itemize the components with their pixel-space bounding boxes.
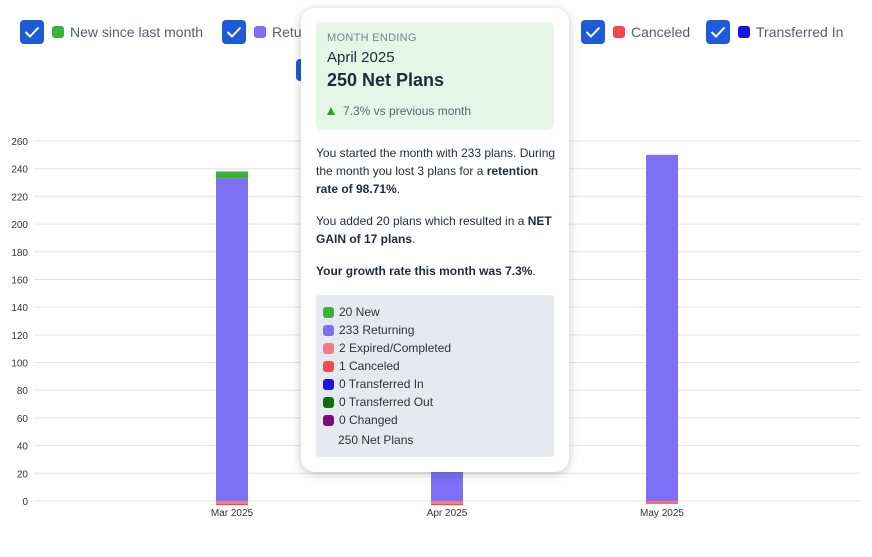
swatch xyxy=(323,360,334,372)
swatch xyxy=(323,324,334,336)
breakdown-item-returning: 233 Returning xyxy=(323,323,414,337)
gain-paragraph: You added 20 plans which resulted in a N… xyxy=(316,212,556,248)
bar-segment[interactable] xyxy=(431,503,463,506)
breakdown-label: 2 Expired/Completed xyxy=(339,341,452,355)
swatch xyxy=(323,396,334,408)
legend-swatch xyxy=(738,26,750,38)
legend-label: Canceled xyxy=(631,24,691,40)
y-tick-label: 240 xyxy=(11,165,28,176)
retention-rate: retention rate of 98.71% xyxy=(316,164,539,196)
y-axis: 0 20 40 60 80 100 120 140 160 180 200 220 240 260 xyxy=(11,137,28,508)
chart-legend: New since last month Retu Canceled Trans… xyxy=(0,0,872,90)
legend-label: New since last month xyxy=(70,24,204,40)
breakdown-item-changed: 0 Changed xyxy=(323,413,398,427)
legend-swatch xyxy=(52,26,64,38)
breakdown-label: 0 Transferred Out xyxy=(339,395,434,409)
breakdown-item-canceled: 1 Canceled xyxy=(323,359,400,373)
legend-item-transferred-in[interactable]: Transferred In xyxy=(706,20,843,44)
retention-text: You started the month with 233 plans. Du… xyxy=(316,146,556,178)
y-tick-label: 100 xyxy=(11,359,28,370)
bar-segment[interactable] xyxy=(216,178,248,501)
bar-segment[interactable] xyxy=(646,154,678,501)
y-tick-label: 180 xyxy=(11,248,28,259)
y-tick-label: 40 xyxy=(17,442,29,453)
y-tick-label: 120 xyxy=(11,331,28,342)
checkbox-checked-icon[interactable] xyxy=(222,20,246,44)
legend-item-new[interactable]: New since last month xyxy=(20,20,203,44)
period: . xyxy=(396,182,401,196)
x-axis: Mar 2025 Apr 2025 May 2025 xyxy=(211,508,685,519)
tooltip-net-plans: 250 Net Plans xyxy=(327,70,445,90)
x-tick-label: Apr 2025 xyxy=(427,508,468,519)
y-tick-label: 20 xyxy=(17,469,29,480)
bar-segment[interactable] xyxy=(216,501,248,504)
y-tick-label: 200 xyxy=(11,220,28,231)
y-tick-label: 220 xyxy=(11,192,28,203)
period: . xyxy=(532,264,536,278)
swatch xyxy=(323,414,334,426)
checkbox-checked-icon[interactable] xyxy=(706,20,730,44)
x-tick-label: Mar 2025 xyxy=(211,508,254,519)
breakdown-label: 233 Returning xyxy=(339,323,415,337)
breakdown-net: 250 Net Plans xyxy=(338,433,414,447)
tooltip-change: 7.3% vs previous month xyxy=(327,104,471,118)
chart-tooltip: MONTH ENDING April 2025 250 Net Plans 7.… xyxy=(301,8,569,472)
tooltip-description: You started the month with 233 plans. Du… xyxy=(316,144,556,294)
legend-label: Retu xyxy=(272,24,302,40)
swatch xyxy=(323,306,334,318)
breakdown-label: 1 Canceled xyxy=(339,359,400,373)
tooltip-change-text: 7.3% vs previous month xyxy=(343,104,472,118)
x-tick-label: May 2025 xyxy=(640,508,684,519)
bar-segment[interactable] xyxy=(216,171,248,179)
breakdown-item-expired: 2 Expired/Completed xyxy=(323,341,451,355)
bar-segment[interactable] xyxy=(646,502,678,504)
y-tick-label: 80 xyxy=(17,386,29,397)
legend-label: Transferred In xyxy=(756,24,844,40)
bar-segment[interactable] xyxy=(431,501,463,504)
growth-paragraph: Your growth rate this month was 7.3%. xyxy=(316,262,556,280)
bar-segment[interactable] xyxy=(216,503,248,506)
checkbox-checked-icon[interactable] xyxy=(581,20,605,44)
legend-swatch xyxy=(613,26,625,38)
swatch xyxy=(323,378,334,390)
retention-paragraph: You started the month with 233 plans. Du… xyxy=(316,144,556,198)
triangle-up-icon xyxy=(327,107,335,115)
checkbox-checked-icon[interactable] xyxy=(20,20,44,44)
swatch xyxy=(323,342,334,354)
legend-swatch xyxy=(254,26,266,38)
y-tick-label: 60 xyxy=(17,414,29,425)
tooltip-summary: MONTH ENDING April 2025 250 Net Plans 7.… xyxy=(316,22,554,130)
tooltip-month: April 2025 xyxy=(327,49,395,66)
tooltip-eyebrow: MONTH ENDING xyxy=(327,32,417,44)
y-tick-label: 140 xyxy=(11,303,28,314)
growth-rate: Your growth rate this month was 7.3% xyxy=(316,264,533,278)
bar-segment[interactable] xyxy=(646,501,678,503)
breakdown-item-new: 20 New xyxy=(323,305,380,319)
legend-item-canceled[interactable]: Canceled xyxy=(581,20,690,44)
legend-item-returning[interactable]: Retu xyxy=(222,20,302,44)
gain-text: You added 20 plans which resulted in a xyxy=(316,214,528,228)
y-tick-label: 0 xyxy=(22,497,28,508)
net-gain: NET GAIN of 17 plans xyxy=(316,214,552,246)
y-tick-label: 260 xyxy=(11,137,28,148)
breakdown-item-transferred-in: 0 Transferred In xyxy=(323,377,424,391)
tooltip-breakdown: 20 New 233 Returning 2 Expired/Completed… xyxy=(316,295,554,457)
breakdown-label: 0 Transferred In xyxy=(339,377,424,391)
y-tick-label: 160 xyxy=(11,275,28,286)
breakdown-item-transferred-out: 0 Transferred Out xyxy=(323,395,433,409)
period: . xyxy=(412,232,416,246)
breakdown-label: 0 Changed xyxy=(339,413,398,427)
breakdown-label: 20 New xyxy=(339,305,380,319)
